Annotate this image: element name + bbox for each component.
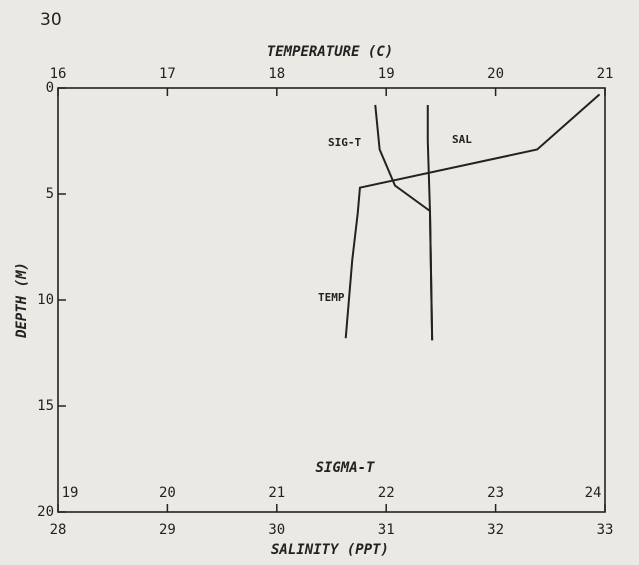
temperature-tick-label: 17: [159, 66, 176, 82]
salinity-tick-label: 28: [50, 522, 67, 538]
salinity-tick-label: 29: [159, 522, 176, 538]
sigma_t-tick-label: 21: [268, 485, 285, 501]
temperature-tick-label: 18: [268, 66, 285, 82]
sigma_t-tick-label: 24: [585, 485, 602, 501]
salinity-tick-label: 32: [487, 522, 504, 538]
salinity-tick-label: 31: [378, 522, 395, 538]
salinity-tick-label: 30: [268, 522, 285, 538]
series-label: SAL: [452, 133, 472, 146]
temperature-tick-label: 20: [487, 66, 504, 82]
sigma_t-tick-label: 23: [487, 485, 504, 501]
depth-axis-title: DEPTH (M): [14, 262, 30, 339]
page-number: 30: [40, 10, 62, 30]
depth-tick-label: 0: [46, 80, 54, 96]
depth-tick-label: 5: [46, 186, 54, 202]
temperature-tick-label: 16: [50, 66, 67, 82]
series-label: TEMP: [318, 291, 345, 304]
depth-tick-label: 20: [37, 504, 54, 520]
depth-tick-label: 10: [37, 292, 54, 308]
sigma-t-axis-title: SIGMA-T: [315, 460, 375, 476]
sigma_t-tick-label: 20: [159, 485, 176, 501]
sigma_t-tick-label: 19: [62, 485, 79, 501]
salinity-axis-title: SALINITY (PPT): [271, 542, 389, 558]
profile-line: [374, 104, 434, 341]
profile-line: [344, 93, 601, 339]
series-label: SIG-T: [328, 136, 361, 149]
depth-tick-label: 15: [37, 398, 54, 414]
temperature-tick-label: 21: [597, 66, 614, 82]
salinity-tick-label: 33: [597, 522, 614, 538]
temperature-axis-title: TEMPERATURE (C): [267, 44, 393, 60]
temperature-tick-label: 19: [378, 66, 395, 82]
sigma_t-tick-label: 22: [378, 485, 395, 501]
